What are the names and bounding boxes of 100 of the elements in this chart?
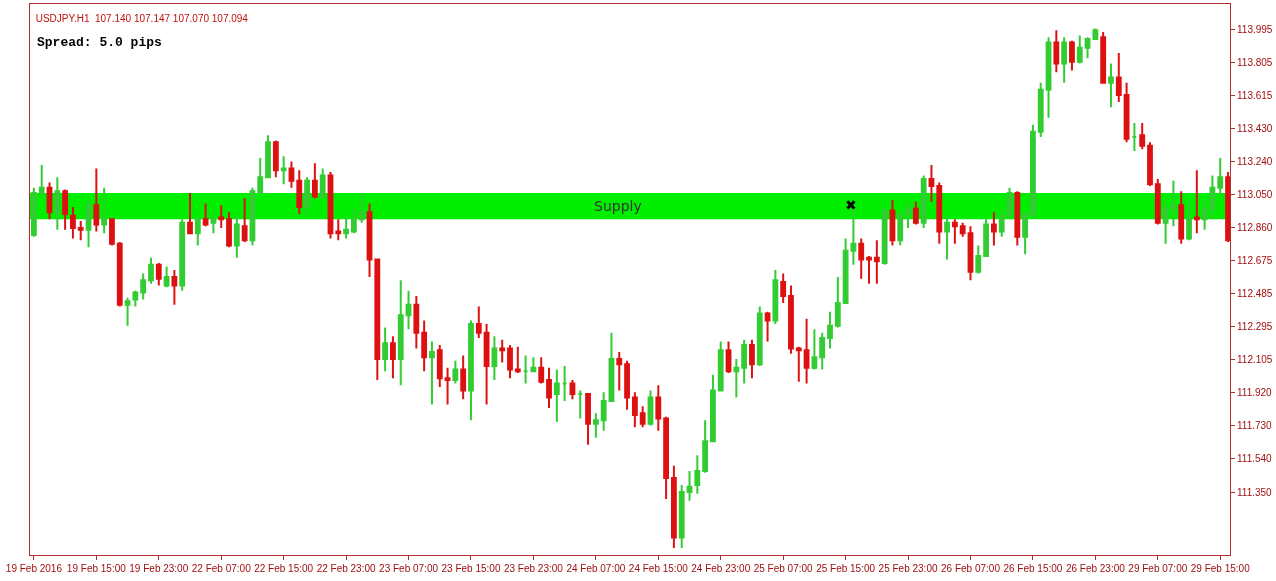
candlestick <box>140 272 147 301</box>
candlestick <box>343 214 350 240</box>
candlestick <box>390 335 396 380</box>
candlestick <box>553 368 560 424</box>
candlestick <box>967 225 974 282</box>
candlestick <box>530 356 537 373</box>
candlestick <box>663 415 670 501</box>
candlestick <box>1069 39 1075 72</box>
candlestick <box>585 393 591 446</box>
candlestick <box>577 389 584 420</box>
candlestick <box>803 317 810 385</box>
candlestick <box>819 331 826 371</box>
candlestick <box>218 204 225 229</box>
candlestick <box>842 237 849 305</box>
x-tick-label: 22 Feb 23:00 <box>316 563 377 574</box>
candlestick <box>1014 190 1021 247</box>
candlestick <box>897 212 904 247</box>
candlestick <box>468 319 474 422</box>
candlestick <box>514 345 521 375</box>
x-tick-label: 24 Feb 23:00 <box>691 563 751 574</box>
candlestick <box>678 484 685 549</box>
candlestick <box>717 340 724 392</box>
candlestick <box>631 391 638 429</box>
candlestick <box>101 186 108 235</box>
candlestick <box>30 186 37 238</box>
candlestick <box>1139 121 1146 151</box>
candlestick <box>499 338 506 364</box>
candlestick <box>983 218 990 257</box>
candlestick <box>686 470 693 502</box>
candlestick <box>1178 190 1185 245</box>
candlestick <box>491 335 498 382</box>
candlestick <box>975 244 982 275</box>
candlestick <box>749 338 755 380</box>
candlestick <box>811 328 818 371</box>
candlestick <box>873 239 880 285</box>
candlestick <box>546 366 552 410</box>
candlestick <box>639 405 646 429</box>
candlestick <box>1108 62 1114 109</box>
candlestick <box>366 202 373 278</box>
y-tick-label: 113.240 <box>1237 155 1273 167</box>
candlestick <box>592 412 599 439</box>
candlestick <box>475 305 482 340</box>
candlestick <box>460 354 467 401</box>
candlestick <box>429 340 435 406</box>
candlestick <box>1170 179 1177 228</box>
candlestick <box>600 391 607 432</box>
candlestick <box>257 156 264 194</box>
candlestick <box>1154 177 1161 226</box>
candlestick <box>1022 211 1029 256</box>
candlestick <box>741 338 748 385</box>
candlestick <box>194 216 201 247</box>
candlestick <box>77 219 84 242</box>
x-tick-label: 23 Feb 23:00 <box>503 563 564 574</box>
candlestick <box>1209 174 1216 221</box>
candlestick <box>881 205 888 266</box>
candlestick <box>109 218 115 247</box>
candlestick <box>124 296 131 327</box>
candlestick <box>889 198 896 247</box>
candlestick <box>827 310 833 350</box>
candlestick <box>272 139 279 179</box>
candlestick <box>1092 27 1099 40</box>
x-tick-label: 24 Feb 07:00 <box>566 563 626 574</box>
candlestick <box>1193 169 1200 235</box>
candlestick <box>1131 121 1138 152</box>
candlestick <box>733 358 740 399</box>
x-tick-label: 23 Feb 15:00 <box>441 563 501 574</box>
candlestick <box>538 356 545 385</box>
x-tick-label: 25 Feb 23:00 <box>878 563 938 574</box>
candlestick <box>382 326 389 373</box>
candlestick <box>62 188 69 231</box>
annotation: Spread: 5.0 pips <box>37 35 163 50</box>
candlestick <box>990 211 997 247</box>
candlestick <box>265 134 271 179</box>
candlestick <box>1076 34 1083 65</box>
candlestick <box>670 464 677 549</box>
x-tick-label: 19 Feb 2016 <box>5 563 63 574</box>
candlestick <box>959 221 966 238</box>
candlestick <box>421 319 428 373</box>
candlestick <box>155 261 162 287</box>
candlestick <box>358 191 365 224</box>
candlestick <box>608 331 615 403</box>
candlestick <box>998 207 1005 238</box>
candlestick <box>905 200 911 229</box>
candlestick <box>912 200 919 226</box>
candlestick <box>1123 81 1130 144</box>
candlestick <box>1045 36 1052 119</box>
candlestick <box>655 384 662 432</box>
candlestick <box>132 289 139 308</box>
x-tick-label: 25 Feb 07:00 <box>753 563 814 574</box>
candlestick <box>54 176 61 231</box>
candlestick <box>561 365 568 403</box>
x-tick-label: 19 Feb 23:00 <box>129 563 189 574</box>
y-tick-label: 113.995 <box>1237 23 1273 35</box>
candlestick <box>335 218 342 242</box>
x-tick-label: 29 Feb 15:00 <box>1190 563 1251 574</box>
candlestick <box>858 237 865 280</box>
candlestick <box>1217 156 1224 198</box>
candlestick <box>951 218 958 245</box>
candlestick <box>1100 30 1107 84</box>
candlestick <box>304 176 310 217</box>
